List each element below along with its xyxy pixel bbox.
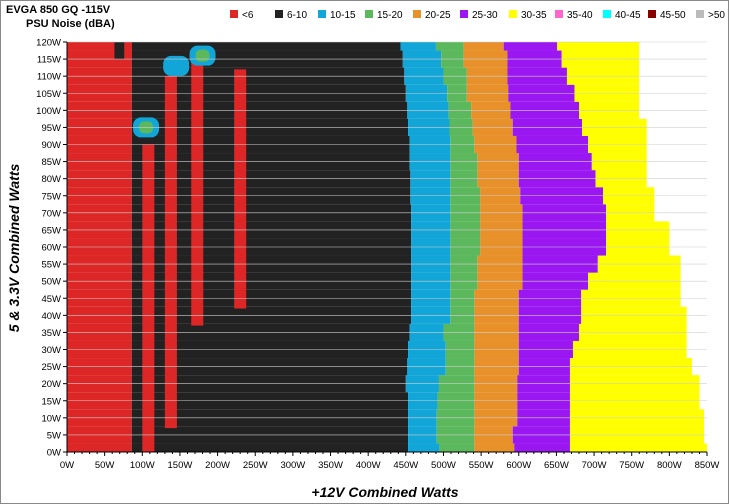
legend-swatch [230,10,238,18]
heatmap-band-cell [408,443,440,452]
y-tick-label: 75W [41,191,61,202]
heatmap-band-cell [463,42,504,51]
y-tick-label: 15W [41,396,61,407]
y-axis-title: 5 & 3.3V Combined Watts [6,164,22,333]
chart-title: EVGA 850 GQ -115V [6,4,111,16]
legend-label: 10-15 [330,10,356,21]
x-tick-label: 50W [95,460,115,471]
y-tick-label: 25W [41,362,61,373]
y-tick-label: 95W [41,123,61,134]
legend-swatch [365,10,373,18]
legend-label: >50 [708,10,725,21]
x-tick-label: 100W [130,460,155,471]
grid [66,41,707,453]
y-tick-label: 35W [41,328,61,339]
legend-swatch [460,10,468,18]
x-tick-label: 200W [205,460,230,471]
legend-label: 30-35 [521,10,547,21]
y-tick-label: 90W [41,140,61,151]
y-tick-label: 60W [41,243,61,254]
legend-label: 15-20 [377,10,403,21]
legend: <6 6-10 10-15 15-20 20-25 25-30 30-35 35-40 40-4… [230,10,725,21]
x-tick-label: 800W [657,460,682,471]
x-tick-label: 650W [544,460,569,471]
heatmap-band-cell [435,42,464,51]
heatmap-band-cell [439,443,475,452]
x-tick-label: 300W [280,460,305,471]
heatmap-band-cell [67,42,132,51]
x-tick-label: 600W [506,460,531,471]
y-tick-label: 85W [41,157,61,168]
y-tick-label: 20W [41,379,61,390]
legend-swatch [555,10,563,18]
heatmap-band-cell [400,42,436,51]
legend-swatch [603,10,611,18]
y-tick-label: 45W [41,294,61,305]
x-tick-label: 250W [243,460,268,471]
heatmap-band-cell [131,443,409,452]
heatmap-band-cell [514,443,570,452]
x-tick-label: 350W [318,460,343,471]
hot-spot-outer [163,55,190,76]
y-tick-label: 30W [41,345,61,356]
y-tick-label: 100W [36,106,61,117]
y-tick-label: 50W [41,277,61,288]
legend-label: 45-50 [660,10,686,21]
x-tick-label: 450W [393,460,418,471]
y-tick-label: 65W [41,225,61,236]
y-tick-label: 10W [41,413,61,424]
x-tick-label: 500W [431,460,456,471]
heatmap-band-cell [67,443,132,452]
legend-label: <6 [242,10,254,21]
hot-spot-inner [195,49,210,62]
y-tick-label: 80W [41,174,61,185]
x-tick-label: 550W [469,460,494,471]
y-tick-label: 110W [37,72,61,83]
legend-label: 6-10 [287,10,307,21]
x-axis-title: +12V Combined Watts [311,484,458,500]
legend-swatch [509,10,517,18]
y-tick-label: 105W [36,89,61,100]
heatmap-band-cell [569,443,707,452]
legend-label: 20-25 [425,10,451,21]
red-column-cell [164,76,177,429]
legend-label: 25-30 [472,10,498,21]
heatmap-band-cell [131,42,401,51]
x-tick-label: 850W [695,460,720,471]
y-tick-label: 5W [47,430,61,441]
heatmap-band-cell [503,42,558,51]
black-notch-cell [114,42,125,60]
legend-swatch [413,10,421,18]
y-tick-label: 0W [47,448,61,459]
y-tick-label: 120W [36,38,61,49]
legend-swatch [318,10,326,18]
x-tick-label: 700W [582,460,607,471]
legend-swatch [275,10,283,18]
x-tick-label: 150W [168,460,193,471]
legend-label: 40-45 [615,10,641,21]
y-tick-label: 70W [41,208,61,219]
legend-swatch [648,10,656,18]
x-tick-label: 0W [60,460,74,471]
x-axis-ticks: 0W 50W 100W 150W 200W 250W 300W 350W 400W 450W 500… [60,452,720,471]
red-column-cell [191,59,204,326]
chart-subtitle: PSU Noise (dBA) [26,18,115,30]
heatmap-band-cell [474,443,515,452]
x-tick-label: 750W [619,460,644,471]
y-tick-label: 40W [41,311,61,322]
legend-label: 35-40 [567,10,593,21]
y-tick-label: 55W [41,260,61,271]
y-tick-label: 115W [37,55,61,66]
red-column-cell [234,69,247,309]
heatmap-band-cell [557,42,640,51]
legend-swatch [696,10,704,18]
y-axis-ticks: 0W 5W 10W 15W 20W 25W 30W 35W 40W 45W 50W 55W 60W 65W… [36,38,67,459]
x-tick-label: 400W [356,460,381,471]
